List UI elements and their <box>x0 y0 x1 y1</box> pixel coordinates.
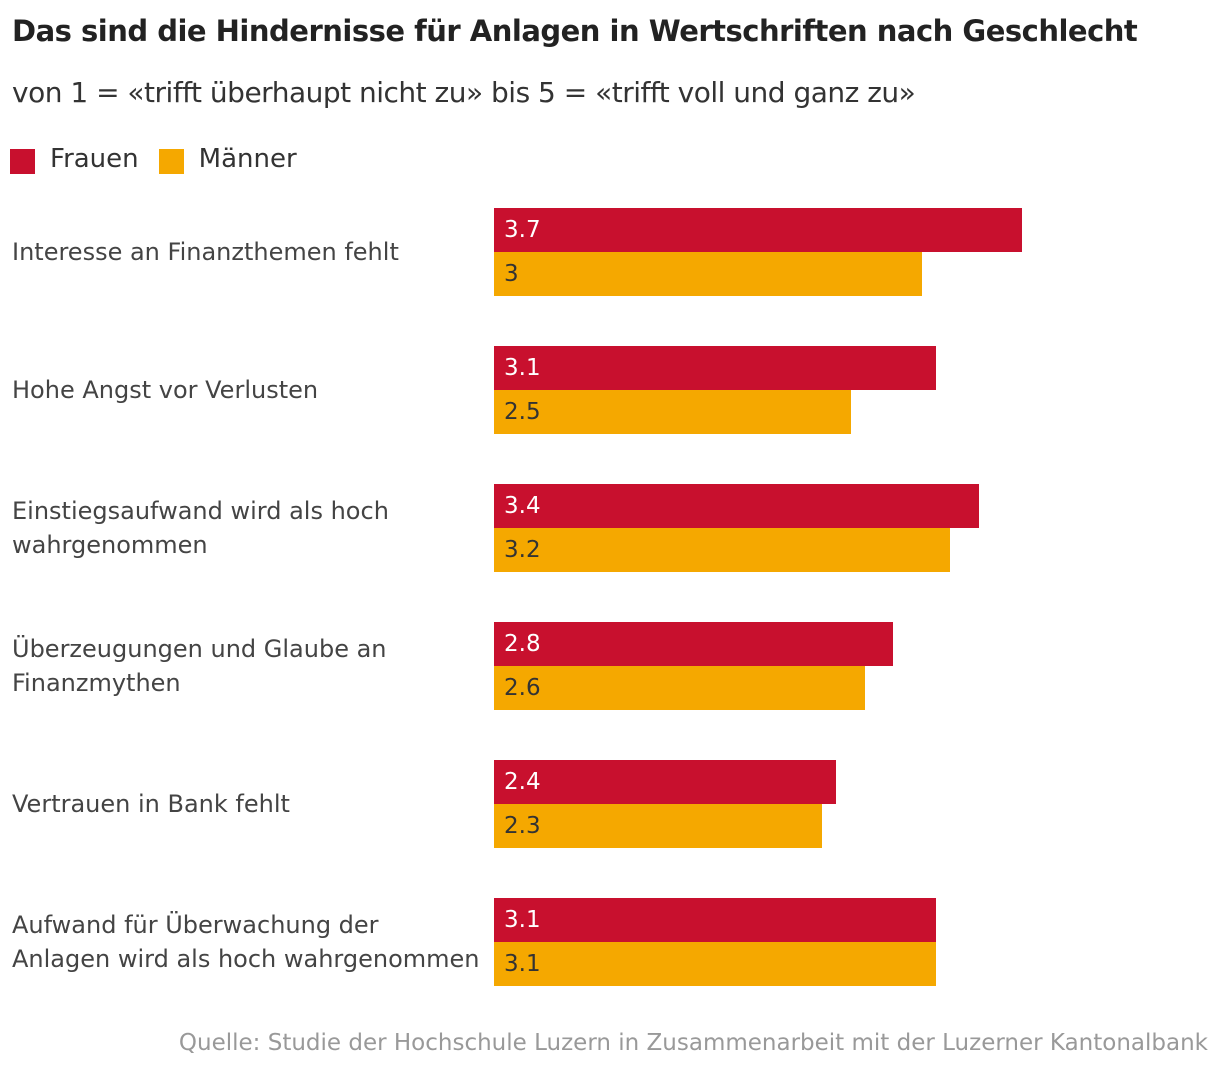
legend-label: Männer <box>198 144 297 174</box>
bar <box>494 942 937 986</box>
chart-title: Das sind die Hindernisse für Anlagen in … <box>12 14 1138 48</box>
legend-swatch <box>10 149 35 174</box>
value-label: 3.2 <box>504 537 541 563</box>
category-label: Vertrauen in Bank fehlt <box>12 790 290 818</box>
value-label: 2.4 <box>504 769 541 795</box>
bar <box>494 666 865 710</box>
value-label: 3 <box>504 261 519 287</box>
bar <box>494 528 951 572</box>
bar <box>494 804 822 848</box>
bar <box>494 622 894 666</box>
category-label: Einstiegsaufwand wird als hoch wahrgenom… <box>12 497 389 559</box>
bar <box>494 208 1022 252</box>
value-label: 3.1 <box>504 355 541 381</box>
legend-swatch <box>158 149 184 174</box>
value-label: 2.5 <box>504 399 541 425</box>
chart-subtitle: von 1 = «trifft überhaupt nicht zu» bis … <box>12 76 916 109</box>
category-label: Aufwand für Überwachung der Anlagen wird… <box>12 911 480 973</box>
category-label: Überzeugungen und Glaube an Finanzmythen <box>12 635 387 697</box>
value-label: 3.4 <box>504 493 541 519</box>
bar <box>494 390 851 434</box>
value-label: 2.6 <box>504 675 541 701</box>
value-label: 2.3 <box>504 813 541 839</box>
source-note: Quelle: Studie der Hochschule Luzern in … <box>178 1030 1208 1056</box>
legend-label: Frauen <box>50 144 139 174</box>
value-label: 3.1 <box>504 907 541 933</box>
value-label: 3.1 <box>504 951 541 977</box>
bar <box>494 760 837 804</box>
bar <box>494 252 922 296</box>
category-label: Hohe Angst vor Verlusten <box>12 376 319 404</box>
bar <box>494 346 937 390</box>
bar <box>494 898 937 942</box>
value-label: 2.8 <box>504 631 541 657</box>
category-label: Interesse an Finanzthemen fehlt <box>12 238 399 266</box>
bar <box>494 484 979 528</box>
value-label: 3.7 <box>504 217 541 243</box>
